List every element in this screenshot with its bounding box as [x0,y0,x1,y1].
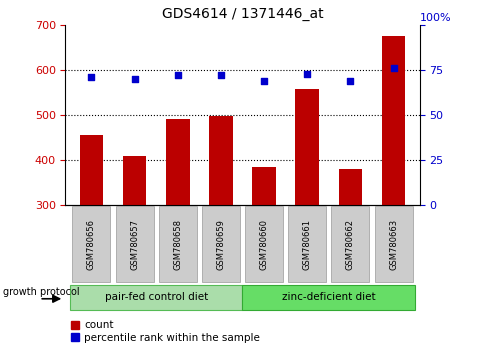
Point [346,78,354,84]
FancyBboxPatch shape [287,206,326,282]
Bar [381,36,405,205]
Text: growth protocol: growth protocol [3,287,80,297]
FancyBboxPatch shape [331,206,369,282]
Bar [209,116,232,205]
Text: GSM780656: GSM780656 [87,219,96,270]
FancyBboxPatch shape [242,285,414,310]
Point [260,78,268,84]
Bar [252,166,275,205]
FancyBboxPatch shape [158,206,197,282]
Text: GSM780658: GSM780658 [173,219,182,270]
Bar [166,119,189,205]
Legend: count, percentile rank within the sample: count, percentile rank within the sample [71,320,259,343]
Text: GSM780661: GSM780661 [302,219,311,270]
Point [87,74,95,80]
Bar [79,135,103,205]
Text: GSM780662: GSM780662 [345,219,354,270]
Point [130,76,138,82]
Text: zinc-deficient diet: zinc-deficient diet [282,292,375,302]
Text: GSM780659: GSM780659 [216,219,225,270]
FancyBboxPatch shape [115,206,153,282]
Bar [295,89,318,205]
Bar [122,156,146,205]
FancyBboxPatch shape [70,285,242,310]
Bar [338,169,362,205]
Text: GSM780663: GSM780663 [388,219,397,270]
Text: GSM780660: GSM780660 [259,219,268,270]
Point [303,71,311,76]
FancyBboxPatch shape [72,206,110,282]
Point [389,65,397,71]
FancyBboxPatch shape [374,206,412,282]
FancyBboxPatch shape [201,206,240,282]
Text: GSM780657: GSM780657 [130,219,139,270]
Text: 100%: 100% [419,13,450,23]
Point [216,73,224,78]
FancyBboxPatch shape [244,206,283,282]
Title: GDS4614 / 1371446_at: GDS4614 / 1371446_at [161,7,323,21]
Point [173,73,181,78]
Text: pair-fed control diet: pair-fed control diet [105,292,207,302]
